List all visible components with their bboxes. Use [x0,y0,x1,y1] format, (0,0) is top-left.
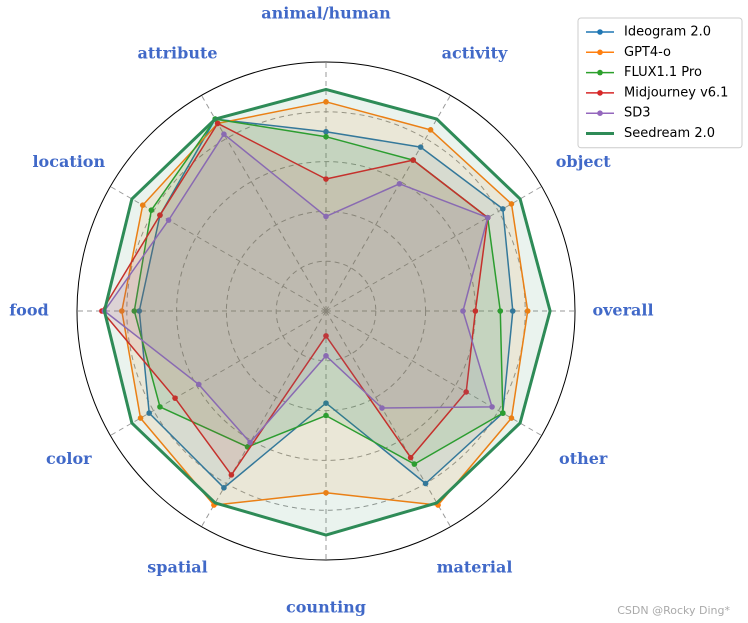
category-label: activity [442,43,508,62]
series-point [508,201,515,207]
series-point [508,415,515,421]
series-point [463,389,469,395]
legend-label: Ideogram 2.0 [624,25,711,40]
legend-marker [597,29,603,35]
series-point [417,144,424,150]
spoke [325,310,542,436]
series-point [323,213,329,220]
category-label: counting [286,598,366,617]
series-point [221,131,227,137]
series-point [411,461,418,467]
series-area [104,134,493,443]
series-point [484,214,491,221]
series-point [500,410,506,416]
series-point [323,128,329,135]
category-label: material [437,558,513,577]
series-point [131,308,138,314]
category-label: attribute [137,43,217,62]
series-point [323,412,329,419]
legend-label: FLUX1.1 Pro [624,65,702,80]
legend-marker [597,69,603,76]
series-point [214,120,221,127]
series-point [119,308,125,314]
series-point [323,353,329,359]
series-point [427,127,434,133]
series-point [148,207,155,213]
series-point [323,99,329,105]
spoke [110,186,327,312]
series-point [195,381,202,388]
watermark: CSDN @Rocky Ding* [617,604,730,617]
legend-marker [597,90,603,96]
series-point [460,308,466,314]
series-area [139,119,513,488]
series-point [157,404,163,410]
legend-label: Seedream 2.0 [624,126,715,141]
category-label: other [559,449,608,468]
series-area [134,119,503,465]
series-area [104,89,551,536]
series-point [396,180,403,187]
series-point [323,489,329,496]
series-point [497,308,504,314]
category-label: overall [592,301,653,320]
category-label: location [32,152,105,171]
series-point [221,485,227,491]
series-point [172,395,178,401]
series-point [410,157,416,163]
series-point [509,308,516,314]
category-label: object [556,152,612,171]
category-label: food [9,301,48,320]
series-point [379,405,385,411]
series-point [323,333,329,339]
series-point [489,404,495,410]
series-point [524,308,531,314]
series-area [121,101,528,506]
series-point [146,410,152,416]
series-point [472,308,479,314]
series-point [323,176,329,182]
series-point [422,480,429,487]
legend-label: Midjourney v6.1 [624,85,728,100]
series-point [247,439,253,446]
series-point [323,400,329,406]
series-point [407,454,414,461]
legend-label: SD3 [624,106,651,121]
spoke [201,95,327,312]
legend-box [577,17,743,149]
category-label: spatial [147,558,207,577]
category-label: color [46,449,92,468]
spoke [110,310,327,436]
series-point [137,415,144,421]
series-point [157,212,163,218]
series-point [500,206,506,212]
series-point [139,202,146,208]
legend-marker [597,49,603,56]
series-point [136,308,143,314]
legend-marker [597,110,603,116]
series-point [165,217,172,223]
legend-label: GPT4-o [624,45,671,60]
series-line [102,87,552,537]
category-label: animal/human [261,4,391,23]
series-point [323,133,329,140]
spoke [201,310,327,527]
outer-circle [76,61,576,561]
spoke [325,310,451,527]
spoke [325,186,542,312]
series-point [228,472,235,478]
